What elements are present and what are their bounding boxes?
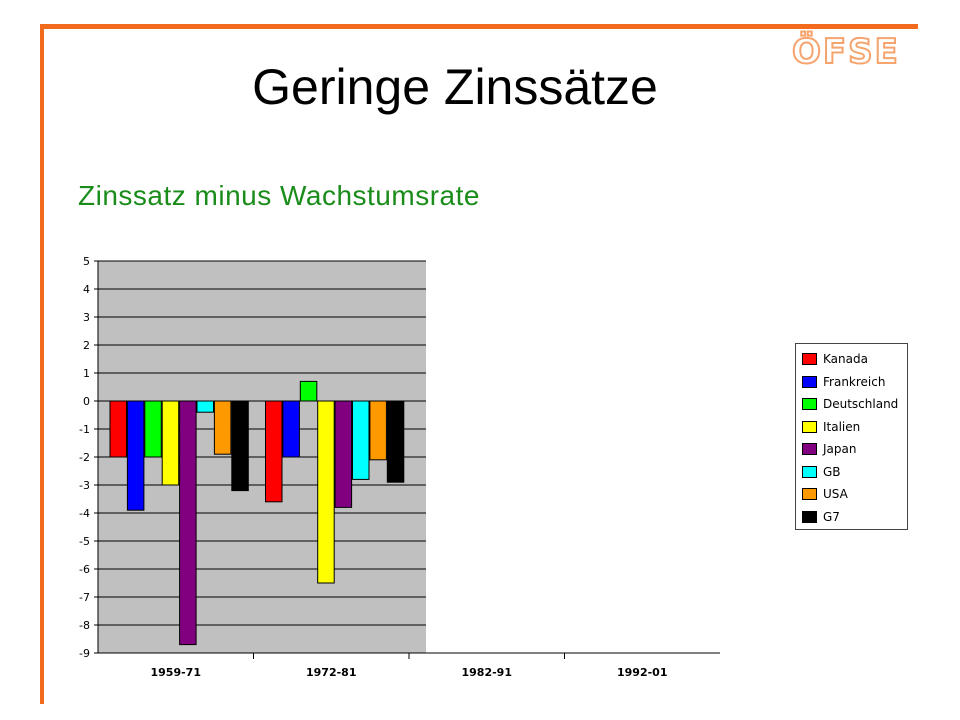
bar-japan-1972-81 (334, 400, 353, 508)
bar-chart: 5 4 3 2 1 0 -1 -2 -3 -4 -5 -6 -7 -8 -9 1959-71 1972-81 19… (79, 255, 720, 679)
bar-frankreich-1972-81 (282, 400, 300, 458)
y-tick-label: -7 (79, 591, 90, 604)
bar-italien-1972-81 (317, 400, 335, 584)
y-tick-label: -4 (79, 507, 90, 520)
legend-label: Japan (823, 442, 857, 457)
y-tick-label: 1 (83, 367, 90, 380)
bar-g7-1972-81 (386, 400, 405, 483)
y-tick-label: -2 (79, 451, 90, 464)
bar-kanada-1959-71 (109, 400, 127, 458)
chart-legend: Kanada Frankreich Deutschland Italien Japan G… (795, 343, 908, 530)
frame-top-border (42, 24, 918, 29)
chart-title: Zinssatz minus Wachstumsrate (78, 180, 480, 211)
bar-italien-1959-71 (161, 400, 180, 486)
bar-japan-1959-71 (179, 400, 197, 646)
bar-gb-1959-71 (196, 400, 214, 413)
legend-label: GB (823, 464, 841, 479)
legend-swatch (802, 353, 817, 366)
bar-usa-1972-81 (369, 400, 387, 461)
legend-item: USA (802, 483, 907, 506)
legend-item: GB (802, 461, 907, 484)
y-tick-label: 5 (83, 255, 90, 268)
bar-g7-1959-71 (231, 400, 249, 492)
legend-swatch (802, 375, 817, 388)
legend-label: Kanada (823, 352, 868, 367)
y-tick-label: -6 (79, 563, 90, 576)
legend-item: Italien (802, 416, 907, 439)
bar-kanada-1972-81 (265, 400, 283, 503)
legend-label: G7 (823, 509, 840, 524)
legend-item: Deutschland (802, 393, 907, 416)
x-category-label: 1959-71 (151, 666, 202, 679)
legend-swatch (802, 488, 817, 501)
x-category-label: 1992-01 (617, 666, 668, 679)
legend-label: USA (823, 487, 848, 502)
legend-swatch (802, 510, 817, 523)
y-tick-label: -5 (79, 535, 90, 548)
legend-item: Kanada (802, 348, 907, 371)
legend-label: Deutschland (823, 397, 899, 412)
legend-swatch (802, 465, 817, 478)
x-category-label: 1982-91 (462, 666, 513, 679)
frame-left-border (40, 24, 44, 704)
oefse-logo: ÖFSE (791, 31, 900, 73)
y-tick-label: 3 (83, 311, 90, 324)
legend-item: G7 (802, 506, 907, 529)
bar-usa-1959-71 (213, 400, 232, 455)
y-tick-label: 0 (83, 395, 90, 408)
bar-gb-1972-81 (352, 400, 370, 480)
bar-frankreich-1959-71 (126, 400, 145, 511)
y-tick-label: -8 (79, 619, 90, 632)
legend-label: Frankreich (823, 374, 886, 389)
legend-swatch (802, 398, 817, 411)
x-category-label: 1972-81 (306, 666, 357, 679)
legend-swatch (802, 420, 817, 433)
y-tick-label: 2 (83, 339, 90, 352)
bar-deutschland-1959-71 (144, 400, 162, 458)
y-tick-label: 4 (83, 283, 90, 296)
legend-item: Frankreich (802, 371, 907, 394)
legend-item: Japan (802, 438, 907, 461)
legend-swatch (802, 443, 817, 456)
slide-title: Geringe Zinssätze (252, 59, 658, 115)
y-tick-label: -1 (79, 423, 90, 436)
y-tick-label: -9 (79, 647, 90, 660)
bar-deutschland-1972-81 (299, 380, 318, 402)
y-tick-label: -3 (79, 479, 90, 492)
legend-label: Italien (823, 419, 861, 434)
